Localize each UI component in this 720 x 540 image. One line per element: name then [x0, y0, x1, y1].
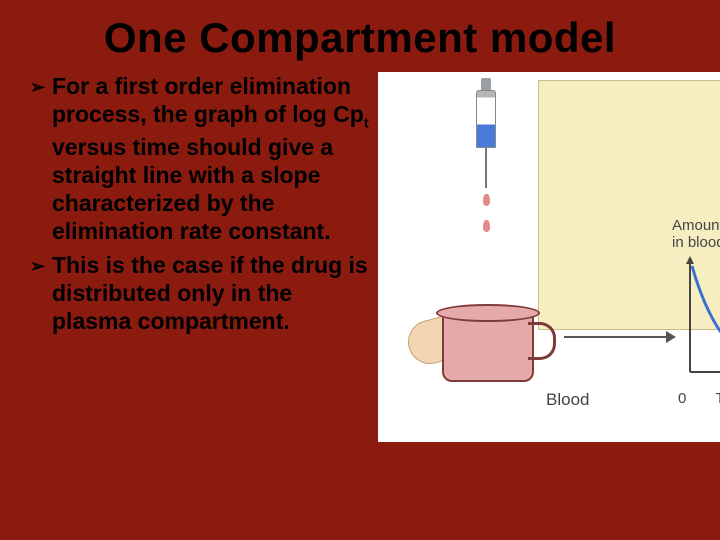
drop-icon	[483, 220, 490, 232]
bullet-text: For a first order elimination process, t…	[52, 72, 370, 245]
arrow-icon	[564, 336, 674, 338]
chart-y-label: Amount in blood	[672, 218, 720, 251]
slide-title: One Compartment model	[0, 0, 720, 72]
bullet-text: This is the case if the drug is distribu…	[52, 251, 370, 335]
blood-label: Blood	[546, 390, 589, 410]
diagram-column: Blood Amount in blood 0 Time	[378, 72, 702, 452]
chart-x-label: 0 Time	[678, 390, 720, 407]
bullet-marker-icon: ➢	[30, 251, 52, 335]
text-column: ➢ For a first order elimination process,…	[30, 72, 370, 452]
bullet-marker-icon: ➢	[30, 72, 52, 245]
drop-icon	[483, 194, 490, 206]
content-row: ➢ For a first order elimination process,…	[0, 72, 720, 452]
diagram-panel: Blood Amount in blood 0 Time	[378, 72, 720, 442]
blood-cup-icon	[442, 304, 534, 382]
syringe-needle-icon	[485, 148, 487, 188]
bullet-item: ➢ This is the case if the drug is distri…	[30, 251, 370, 335]
syringe-icon	[476, 90, 496, 148]
bullet-item: ➢ For a first order elimination process,…	[30, 72, 370, 245]
